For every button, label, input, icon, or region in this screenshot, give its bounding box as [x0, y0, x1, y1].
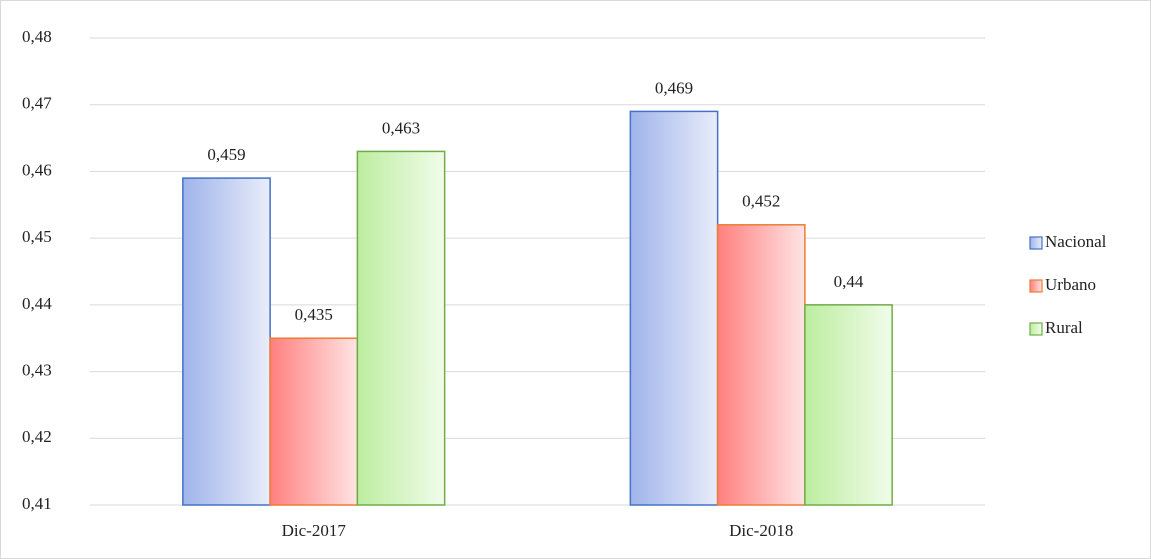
bar: [269, 337, 359, 506]
y-tick-label: 0,48: [22, 27, 52, 46]
bar: [629, 110, 719, 506]
y-tick-label: 0,43: [22, 360, 52, 379]
legend-marker: [1029, 236, 1043, 250]
bar: [804, 304, 893, 506]
bar: [716, 224, 806, 506]
value-label: 0,463: [382, 118, 420, 137]
y-tick-label: 0,47: [22, 94, 52, 113]
bar: [356, 150, 446, 506]
x-tick-label: Dic-2018: [729, 521, 793, 540]
y-tick-label: 0,42: [22, 427, 52, 446]
legend-label: Urbano: [1045, 275, 1096, 294]
legend-label: Rural: [1045, 318, 1083, 337]
value-label: 0,452: [742, 192, 780, 211]
legend-marker: [1029, 322, 1043, 336]
legend-marker: [1029, 279, 1043, 293]
legend-label: Nacional: [1045, 232, 1107, 251]
value-label: 0,44: [834, 272, 864, 291]
bar: [182, 177, 271, 506]
y-tick-label: 0,44: [22, 294, 52, 313]
y-tick-label: 0,46: [22, 160, 52, 179]
value-label: 0,435: [295, 305, 333, 324]
x-tick-label: Dic-2017: [282, 521, 347, 540]
value-label: 0,469: [655, 78, 693, 97]
y-tick-label: 0,41: [22, 494, 52, 513]
value-label: 0,459: [207, 145, 245, 164]
y-tick-label: 0,45: [22, 227, 52, 246]
